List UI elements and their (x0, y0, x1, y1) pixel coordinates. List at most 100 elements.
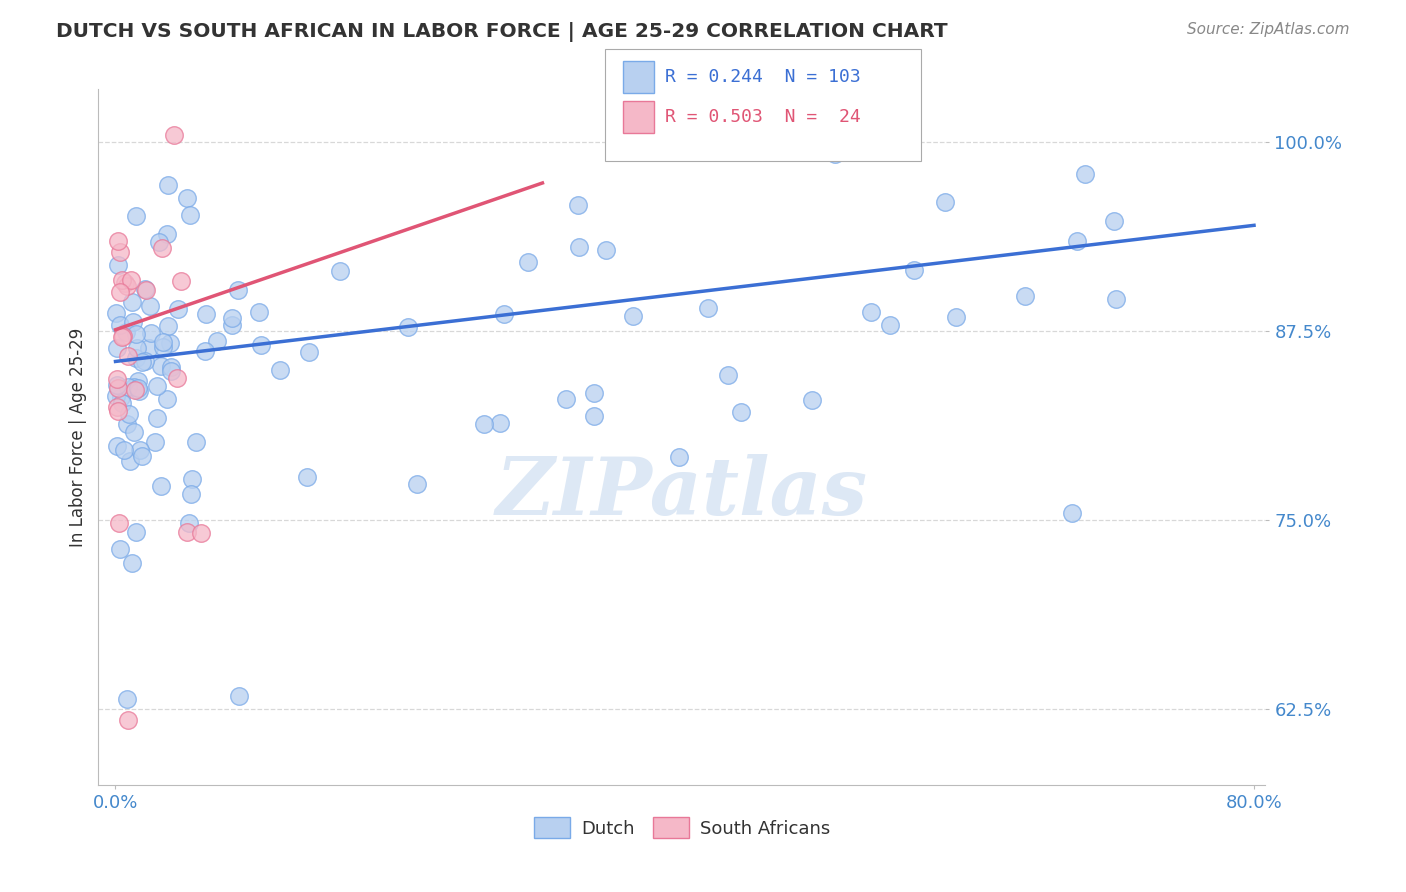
Point (146, 410, 169, 425)
Point (111, 329, 134, 343)
Point (110, 390, 132, 404)
Point (582, 409, 605, 424)
Point (111, 396, 134, 410)
Point (107, 404, 129, 418)
Point (118, 408, 141, 422)
Point (122, 316, 145, 330)
Point (107, 234, 129, 248)
Point (127, 381, 149, 395)
Point (134, 282, 156, 296)
Text: R = 0.244  N = 103: R = 0.244 N = 103 (665, 68, 860, 86)
Point (105, 378, 128, 392)
Point (166, 371, 188, 385)
Point (205, 334, 228, 348)
Point (139, 299, 162, 313)
Point (146, 378, 169, 392)
Point (516, 255, 538, 269)
Point (107, 516, 129, 531)
Point (554, 392, 576, 407)
Point (105, 401, 128, 415)
Point (121, 556, 143, 570)
Point (112, 443, 135, 458)
Point (139, 326, 162, 340)
Point (121, 294, 143, 309)
Point (195, 307, 218, 321)
Text: R = 0.503  N =  24: R = 0.503 N = 24 (665, 108, 860, 126)
Point (111, 329, 134, 343)
Point (115, 325, 138, 339)
Point (104, 389, 127, 403)
Point (108, 541, 131, 556)
Point (156, 392, 179, 406)
Point (179, 208, 201, 222)
Point (159, 336, 181, 351)
Point (120, 273, 142, 287)
Point (117, 691, 139, 706)
Point (221, 318, 243, 332)
Point (125, 351, 148, 365)
Point (125, 341, 148, 355)
Point (125, 209, 148, 223)
Point (717, 368, 740, 382)
Point (131, 355, 153, 369)
Point (107, 258, 129, 272)
Point (1105, 292, 1128, 306)
Point (117, 713, 139, 727)
Point (114, 276, 136, 290)
Point (118, 454, 141, 468)
Point (138, 341, 160, 355)
Point (406, 477, 429, 491)
Point (135, 283, 157, 297)
Text: ZIPatlas: ZIPatlas (496, 454, 868, 532)
Point (1062, 506, 1084, 520)
Point (860, 305, 883, 319)
Point (127, 374, 149, 388)
Legend: Dutch, South Africans: Dutch, South Africans (527, 810, 837, 846)
Point (181, 472, 204, 486)
Point (104, 306, 127, 320)
Point (128, 384, 150, 399)
Point (221, 311, 243, 326)
Point (269, 363, 291, 377)
Point (122, 380, 145, 394)
Point (295, 470, 318, 484)
Point (583, 386, 606, 401)
Point (298, 344, 321, 359)
Point (117, 349, 139, 363)
Point (1102, 213, 1125, 227)
Point (396, 320, 419, 334)
Point (176, 191, 198, 205)
Point (129, 442, 152, 457)
Point (472, 417, 495, 431)
Point (125, 525, 148, 540)
Point (107, 381, 129, 395)
Point (108, 245, 131, 260)
Point (152, 340, 174, 354)
Point (105, 341, 128, 355)
Point (156, 178, 179, 192)
Point (190, 525, 212, 540)
Point (903, 263, 925, 277)
Point (184, 435, 207, 450)
Point (125, 327, 148, 342)
Point (148, 235, 170, 249)
Point (108, 318, 131, 332)
Point (250, 338, 273, 352)
Point (567, 198, 589, 212)
Point (159, 364, 181, 378)
Point (824, 147, 846, 161)
Point (180, 487, 202, 501)
Text: DUTCH VS SOUTH AFRICAN IN LABOR FORCE | AGE 25-29 CORRELATION CHART: DUTCH VS SOUTH AFRICAN IN LABOR FORCE | … (56, 22, 948, 42)
Point (170, 274, 193, 288)
Point (489, 416, 512, 430)
Point (194, 344, 217, 359)
Point (595, 244, 617, 258)
Point (131, 449, 153, 463)
Point (143, 435, 166, 450)
Point (108, 285, 131, 299)
Point (801, 392, 824, 407)
Point (934, 194, 956, 209)
Point (105, 439, 128, 453)
Point (134, 353, 156, 368)
Text: Source: ZipAtlas.com: Source: ZipAtlas.com (1187, 22, 1350, 37)
